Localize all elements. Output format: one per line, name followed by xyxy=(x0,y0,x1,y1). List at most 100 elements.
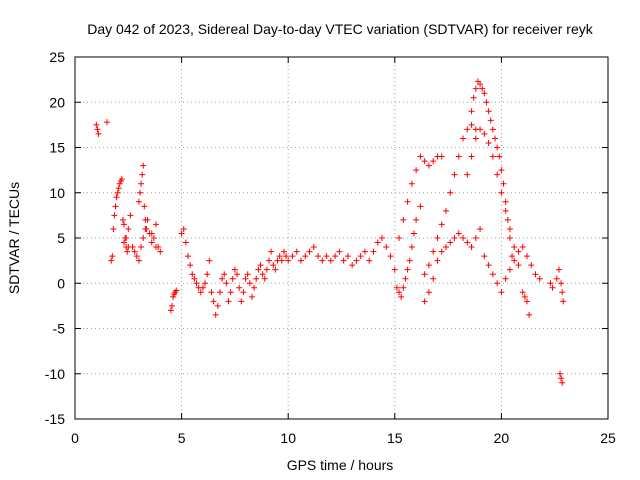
data-point xyxy=(248,293,255,300)
data-point xyxy=(278,257,285,264)
data-point xyxy=(221,271,228,278)
data-point xyxy=(370,248,377,255)
data-point xyxy=(310,244,317,251)
data-point xyxy=(129,244,136,251)
data-point xyxy=(240,289,247,296)
data-point xyxy=(110,225,117,232)
data-point xyxy=(421,158,428,165)
data-point xyxy=(170,293,177,300)
data-point xyxy=(202,280,209,287)
data-point xyxy=(272,266,279,273)
data-point xyxy=(234,271,241,278)
data-point xyxy=(519,244,526,251)
data-point xyxy=(259,271,266,278)
data-point xyxy=(434,235,441,241)
data-point xyxy=(464,171,471,178)
data-point xyxy=(468,121,475,128)
x-tick-label: 25 xyxy=(600,430,616,446)
data-point xyxy=(404,266,411,273)
data-point xyxy=(169,302,176,309)
data-point xyxy=(336,248,343,255)
data-point xyxy=(357,253,364,260)
data-point xyxy=(124,248,131,255)
data-point xyxy=(460,235,467,241)
data-point xyxy=(139,171,146,178)
data-point xyxy=(171,291,178,298)
data-point xyxy=(408,180,415,187)
data-point xyxy=(383,244,390,251)
data-point xyxy=(434,257,441,264)
data-point xyxy=(515,262,522,269)
data-point xyxy=(204,271,211,278)
data-point xyxy=(438,248,445,255)
data-point xyxy=(167,307,174,314)
data-point xyxy=(315,253,322,260)
data-points xyxy=(93,78,567,386)
y-tick-label: -5 xyxy=(53,321,66,337)
data-point xyxy=(417,153,424,160)
data-point xyxy=(199,284,206,291)
data-point xyxy=(438,221,445,228)
data-point xyxy=(143,225,150,232)
data-point xyxy=(400,284,407,291)
data-point xyxy=(558,375,565,382)
data-point xyxy=(135,257,142,264)
data-point xyxy=(187,262,194,269)
data-point xyxy=(148,239,155,246)
data-point xyxy=(549,284,556,291)
data-point xyxy=(270,262,277,269)
data-point xyxy=(464,239,471,246)
data-point xyxy=(494,144,501,151)
data-point xyxy=(410,230,417,237)
data-point xyxy=(285,257,292,264)
data-point xyxy=(293,248,300,255)
data-point xyxy=(115,185,122,192)
data-point xyxy=(425,289,432,296)
data-point xyxy=(442,244,449,251)
data-point xyxy=(150,235,157,241)
data-point xyxy=(425,262,432,269)
data-point xyxy=(560,298,567,305)
data-point xyxy=(236,284,243,291)
data-point xyxy=(138,180,145,187)
data-point xyxy=(460,135,467,142)
data-point xyxy=(502,207,509,214)
data-point xyxy=(494,280,501,287)
data-point xyxy=(498,289,505,296)
y-tick-label: 10 xyxy=(49,185,65,201)
data-point xyxy=(148,230,155,237)
data-point xyxy=(109,253,116,260)
data-point xyxy=(464,126,471,133)
data-point xyxy=(430,248,437,255)
data-point xyxy=(477,126,484,133)
data-point xyxy=(261,275,268,282)
data-point xyxy=(219,275,226,282)
data-point xyxy=(506,266,513,273)
data-point xyxy=(468,108,475,115)
data-point xyxy=(242,275,249,282)
data-point xyxy=(506,225,513,232)
data-point xyxy=(504,216,511,223)
data-point xyxy=(276,253,283,260)
data-point xyxy=(206,257,213,264)
data-point xyxy=(283,253,290,260)
data-point xyxy=(125,225,132,232)
x-tick-label: 0 xyxy=(71,430,79,446)
data-point xyxy=(532,271,539,278)
data-point xyxy=(485,108,492,115)
data-point xyxy=(127,212,134,219)
data-point xyxy=(246,280,253,287)
y-tick-label: 0 xyxy=(57,275,65,291)
data-point xyxy=(280,248,287,255)
data-point xyxy=(253,275,260,282)
y-tick-label: 5 xyxy=(57,230,65,246)
data-point xyxy=(135,198,142,205)
data-point xyxy=(483,99,490,106)
data-point xyxy=(268,248,275,255)
data-point xyxy=(494,171,501,178)
data-point xyxy=(319,257,326,264)
data-point xyxy=(349,262,356,269)
data-point xyxy=(238,298,245,305)
data-point xyxy=(387,253,394,260)
data-point xyxy=(297,257,304,264)
